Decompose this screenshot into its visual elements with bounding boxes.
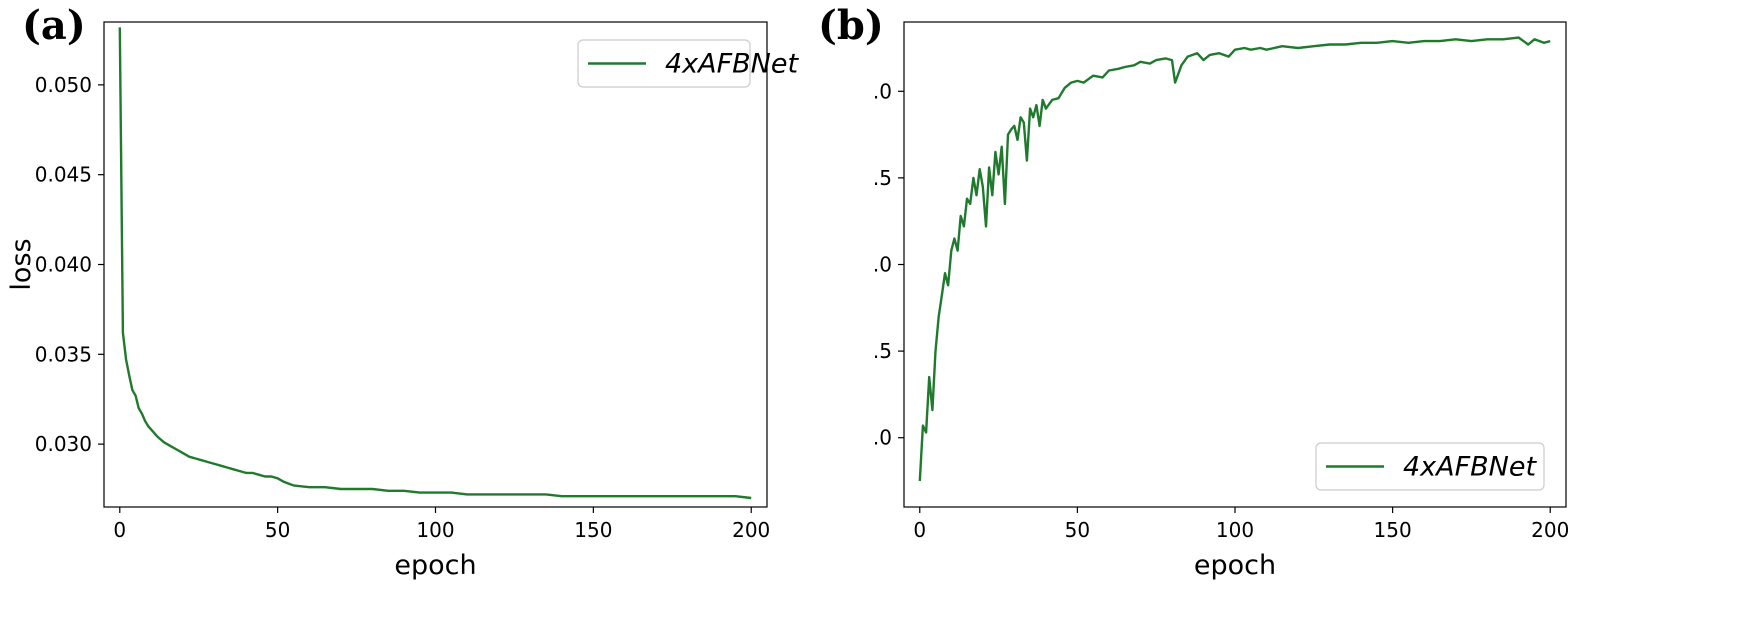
psnr-y-tick-label: 29.5 — [875, 339, 892, 363]
panel-label-a: (a) — [22, 2, 86, 49]
psnr-y-tick-label: 30.5 — [875, 166, 892, 190]
chart-panel-b: (b) 0 50 100 150 200 29.0 29.5 30.0 30.5 31.0 epoc… — [818, 0, 1750, 639]
loss-chart-svg: 0 50 100 150 200 0.030 0.035 0.040 0.045 0.050 epo… — [6, 21, 799, 581]
loss-x-tick-label: 50 — [265, 518, 290, 542]
psnr-y-tick-label: 31.0 — [875, 79, 892, 103]
psnr-x-tick-label: 150 — [1374, 518, 1412, 542]
loss-series-line-0 — [118, 27, 752, 500]
psnr-legend-box — [1315, 442, 1545, 491]
loss-x-tick-label: 150 — [574, 518, 612, 542]
psnr-chart-svg: 05010015020029.029.530.030.531.0epochPSN… — [875, 21, 1569, 581]
loss-y-axis-title: loss — [6, 238, 37, 290]
psnr-y-tick-label: 29.0 — [875, 426, 892, 450]
loss-x-tick-label: 100 — [416, 518, 454, 542]
psnr-x-axis-title: epoch — [1194, 550, 1276, 581]
psnr-x-tick-label: 0 — [913, 518, 926, 542]
loss-y-tick-label: 0.050 — [35, 73, 92, 97]
loss-legend-label: 4xAFBNet — [665, 49, 799, 80]
psnr-x-tick-label: 200 — [1531, 518, 1569, 542]
psnr-x-tick-label: 50 — [1065, 518, 1090, 542]
loss-plot-frame — [103, 21, 768, 508]
psnr-legend-label: 4xAFBNet — [1403, 452, 1537, 483]
loss-x-tick-label: 200 — [732, 518, 770, 542]
psnr-y-tick-label: 30.0 — [875, 253, 892, 277]
chart-panel-a: (a) 0 50 100 150 200 0.030 0.035 0.040 0.045 0.05… — [6, 2, 799, 581]
loss-x-tick-label: 0 — [113, 518, 126, 542]
loss-y-tick-label: 0.045 — [35, 163, 92, 187]
loss-y-tick-label: 0.040 — [35, 253, 92, 277]
loss-x-axis-title: epoch — [394, 550, 476, 581]
loss-y-tick-label: 0.030 — [35, 432, 92, 456]
panel-label-b: (b) — [818, 2, 884, 49]
psnr-series-line-0 — [918, 36, 1551, 482]
loss-y-tick-label: 0.035 — [35, 342, 92, 366]
loss-legend-box — [577, 39, 751, 88]
psnr-plot-frame — [903, 21, 1567, 508]
psnr-x-tick-label: 100 — [1216, 518, 1254, 542]
